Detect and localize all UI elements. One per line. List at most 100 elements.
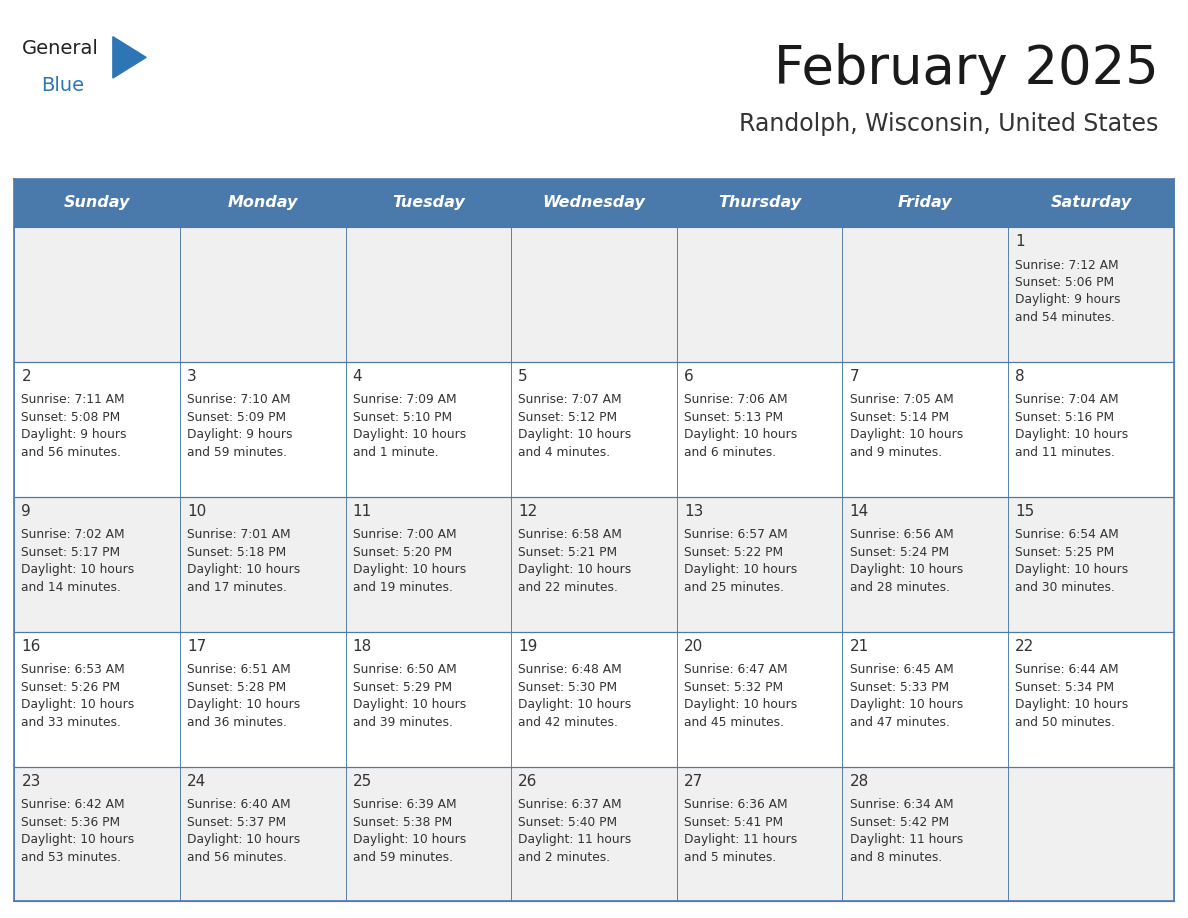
Text: 18: 18 [353,639,372,654]
Text: Friday: Friday [898,196,953,210]
Bar [1009,632,1174,767]
Text: Daylight: 10 hours: Daylight: 10 hours [684,564,797,577]
Text: Sunday: Sunday [64,196,131,210]
Text: Sunset: 5:22 PM: Sunset: 5:22 PM [684,546,783,559]
Text: 24: 24 [187,774,207,789]
Text: Sunset: 5:13 PM: Sunset: 5:13 PM [684,411,783,424]
Text: General: General [21,39,99,58]
Text: 25: 25 [353,774,372,789]
Text: Sunrise: 6:39 AM: Sunrise: 6:39 AM [353,799,456,812]
Text: Sunset: 5:34 PM: Sunset: 5:34 PM [1016,681,1114,694]
Text: Daylight: 10 hours: Daylight: 10 hours [353,699,466,711]
Text: 14: 14 [849,504,868,519]
Text: Sunrise: 7:01 AM: Sunrise: 7:01 AM [187,529,291,542]
Text: Daylight: 10 hours: Daylight: 10 hours [353,429,466,442]
Text: Sunrise: 6:36 AM: Sunrise: 6:36 AM [684,799,788,812]
Text: 19: 19 [518,639,538,654]
Text: 10: 10 [187,504,207,519]
Text: Sunset: 5:09 PM: Sunset: 5:09 PM [187,411,286,424]
Text: Sunrise: 7:10 AM: Sunrise: 7:10 AM [187,394,291,407]
Bar [346,632,511,767]
Text: Daylight: 10 hours: Daylight: 10 hours [21,564,134,577]
Text: 17: 17 [187,639,207,654]
Text: and 54 minutes.: and 54 minutes. [1016,311,1116,324]
Text: Sunset: 5:21 PM: Sunset: 5:21 PM [518,546,618,559]
Bar [14,767,179,901]
Text: Daylight: 10 hours: Daylight: 10 hours [518,699,632,711]
Text: Tuesday: Tuesday [392,196,465,210]
Bar [842,632,1009,767]
Bar [842,362,1009,497]
Text: Sunset: 5:29 PM: Sunset: 5:29 PM [353,681,451,694]
Text: Sunset: 5:41 PM: Sunset: 5:41 PM [684,816,783,829]
Text: Daylight: 10 hours: Daylight: 10 hours [353,834,466,846]
Text: Sunset: 5:26 PM: Sunset: 5:26 PM [21,681,120,694]
Bar [179,362,346,497]
Bar [677,362,842,497]
Text: Daylight: 10 hours: Daylight: 10 hours [1016,429,1129,442]
Text: 16: 16 [21,639,40,654]
Text: Sunset: 5:08 PM: Sunset: 5:08 PM [21,411,121,424]
Text: February 2025: February 2025 [773,43,1158,95]
Bar [179,632,346,767]
Text: Sunrise: 6:53 AM: Sunrise: 6:53 AM [21,664,125,677]
Text: Sunrise: 7:12 AM: Sunrise: 7:12 AM [1016,259,1119,272]
Bar [511,362,677,497]
Text: Thursday: Thursday [718,196,801,210]
Text: 21: 21 [849,639,868,654]
Text: Sunrise: 6:54 AM: Sunrise: 6:54 AM [1016,529,1119,542]
Text: 12: 12 [518,504,537,519]
Text: and 59 minutes.: and 59 minutes. [353,851,453,864]
Text: 6: 6 [684,369,694,384]
Text: and 22 minutes.: and 22 minutes. [518,581,618,594]
Text: Sunset: 5:28 PM: Sunset: 5:28 PM [187,681,286,694]
Text: Sunset: 5:10 PM: Sunset: 5:10 PM [353,411,451,424]
Text: 11: 11 [353,504,372,519]
Text: and 56 minutes.: and 56 minutes. [21,446,121,459]
Bar [677,179,842,227]
Text: and 59 minutes.: and 59 minutes. [187,446,287,459]
Bar [1009,497,1174,632]
Text: 22: 22 [1016,639,1035,654]
Text: Daylight: 10 hours: Daylight: 10 hours [518,429,632,442]
Text: and 36 minutes.: and 36 minutes. [187,716,286,729]
Bar [511,497,677,632]
Text: 7: 7 [849,369,859,384]
Text: 4: 4 [353,369,362,384]
Text: Sunset: 5:06 PM: Sunset: 5:06 PM [1016,276,1114,289]
Text: Sunrise: 6:34 AM: Sunrise: 6:34 AM [849,799,953,812]
Text: Sunrise: 6:58 AM: Sunrise: 6:58 AM [518,529,623,542]
Text: and 11 minutes.: and 11 minutes. [1016,446,1116,459]
Polygon shape [113,37,146,78]
Text: and 19 minutes.: and 19 minutes. [353,581,453,594]
Text: and 56 minutes.: and 56 minutes. [187,851,287,864]
Bar [346,179,511,227]
Text: Sunset: 5:17 PM: Sunset: 5:17 PM [21,546,120,559]
Text: Wednesday: Wednesday [543,196,645,210]
Text: and 8 minutes.: and 8 minutes. [849,851,942,864]
Text: and 33 minutes.: and 33 minutes. [21,716,121,729]
Text: Sunset: 5:40 PM: Sunset: 5:40 PM [518,816,618,829]
Text: Sunrise: 6:57 AM: Sunrise: 6:57 AM [684,529,788,542]
Bar [179,497,346,632]
Bar [1009,227,1174,362]
Text: Daylight: 10 hours: Daylight: 10 hours [518,564,632,577]
Text: Sunrise: 7:05 AM: Sunrise: 7:05 AM [849,394,953,407]
Bar [179,227,346,362]
Text: Daylight: 10 hours: Daylight: 10 hours [1016,564,1129,577]
Text: and 50 minutes.: and 50 minutes. [1016,716,1116,729]
Text: 8: 8 [1016,369,1025,384]
Text: Sunrise: 7:11 AM: Sunrise: 7:11 AM [21,394,125,407]
Text: Daylight: 10 hours: Daylight: 10 hours [21,834,134,846]
Text: Daylight: 10 hours: Daylight: 10 hours [684,699,797,711]
Bar [14,179,179,227]
Text: 23: 23 [21,774,40,789]
Text: Daylight: 10 hours: Daylight: 10 hours [849,429,962,442]
Text: and 9 minutes.: and 9 minutes. [849,446,942,459]
Text: Daylight: 10 hours: Daylight: 10 hours [187,834,301,846]
Text: Sunrise: 7:02 AM: Sunrise: 7:02 AM [21,529,125,542]
Text: Sunrise: 6:50 AM: Sunrise: 6:50 AM [353,664,456,677]
Text: Sunrise: 6:45 AM: Sunrise: 6:45 AM [849,664,953,677]
Text: Daylight: 10 hours: Daylight: 10 hours [353,564,466,577]
Text: Daylight: 11 hours: Daylight: 11 hours [849,834,962,846]
